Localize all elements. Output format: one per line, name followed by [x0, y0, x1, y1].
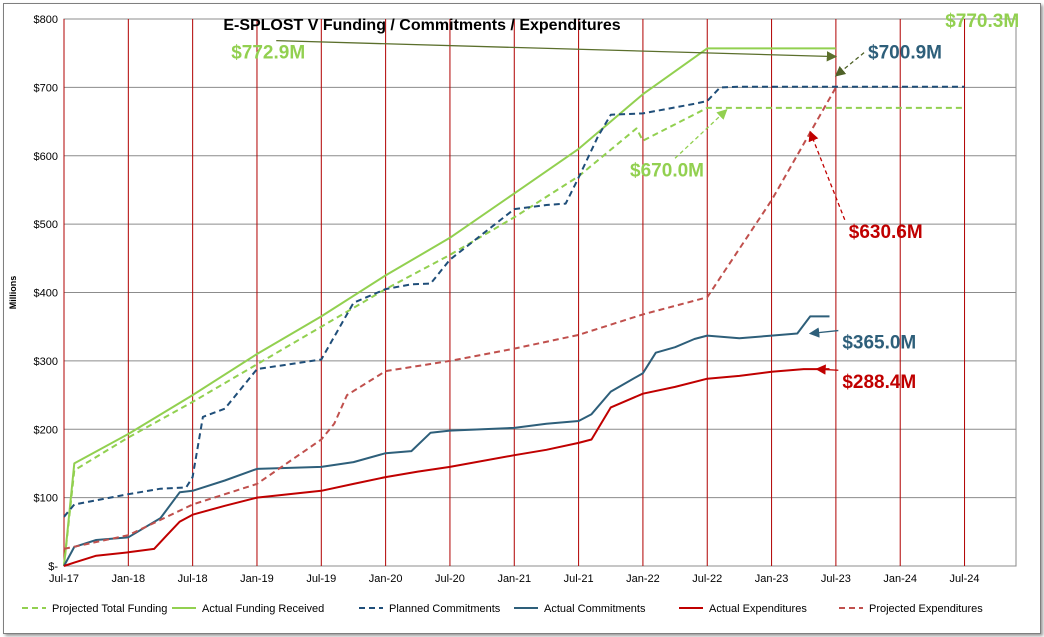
annotation-arrow — [834, 52, 865, 77]
x-tick-label: Jan-18 — [112, 573, 146, 585]
x-tick-label: Jan-23 — [755, 573, 789, 585]
x-tick-label: Jul-17 — [49, 573, 79, 585]
y-tick-label: $- — [48, 561, 58, 573]
x-tick-label: Jan-21 — [497, 573, 531, 585]
y-tick-label: $200 — [34, 424, 58, 436]
x-tick-label: Jan-20 — [369, 573, 403, 585]
x-tick-label: Jul-20 — [435, 573, 465, 585]
y-tick-label: $400 — [34, 288, 58, 300]
series-line-actual-funding-received — [63, 47, 836, 567]
annotation-label: $288.4M — [842, 372, 916, 393]
annotation-label: $770.3M — [945, 11, 1019, 32]
annotation-label: $630.6M — [849, 222, 923, 243]
annotation-label: $700.9M — [868, 43, 942, 64]
x-tick-label: Jul-23 — [821, 573, 851, 585]
annotation-label: $365.0M — [842, 333, 916, 354]
x-tick-label: Jan-22 — [626, 573, 660, 585]
x-tick-label: Jul-21 — [564, 573, 594, 585]
y-tick-label: $300 — [34, 356, 58, 368]
annotation-arrow — [674, 109, 728, 159]
series-line-actual-expenditures — [63, 368, 830, 567]
x-tick-label: Jan-19 — [240, 573, 274, 585]
annotation-arrow — [815, 364, 839, 375]
legend-label: Planned Commitments — [389, 603, 501, 615]
annotation-label: $772.9M — [231, 43, 305, 64]
series-line-actual-commitments — [63, 315, 830, 567]
annotation-arrow — [808, 130, 846, 221]
legend-label: Actual Expenditures — [709, 603, 807, 615]
legend-label: Actual Funding Received — [202, 603, 324, 615]
x-tick-label: Jul-18 — [178, 573, 208, 585]
series-line-planned-commitments — [63, 85, 965, 518]
chart-frame: $- $100 $200 $300 $400 $500 $600 $700 $800 Jul-17… — [3, 3, 1041, 634]
y-axis-label: Millions — [8, 276, 18, 310]
series-line-projected-total-funding — [63, 106, 965, 567]
chart-title: E-SPLOST V Funding / Commitments / Expen… — [223, 17, 620, 34]
annotation-arrow — [808, 327, 839, 338]
y-tick-label: $600 — [34, 151, 58, 163]
legend-label: Projected Expenditures — [869, 603, 983, 615]
legend-label: Actual Commitments — [544, 603, 646, 615]
x-tick-label: Jul-19 — [306, 573, 336, 585]
annotation-label: $670.0M — [630, 160, 704, 181]
annotation-arrow — [276, 40, 838, 62]
y-tick-label: $700 — [34, 82, 58, 94]
y-tick-label: $100 — [34, 493, 58, 505]
y-tick-label: $500 — [34, 219, 58, 231]
funding-chart: $- $100 $200 $300 $400 $500 $600 $700 $800 Jul-17… — [8, 11, 1019, 615]
x-tick-label: Jul-24 — [950, 573, 980, 585]
y-tick-label: $800 — [34, 14, 58, 26]
legend-label: Projected Total Funding — [52, 603, 167, 615]
x-tick-label: Jul-22 — [692, 573, 722, 585]
x-tick-label: Jan-24 — [883, 573, 917, 585]
